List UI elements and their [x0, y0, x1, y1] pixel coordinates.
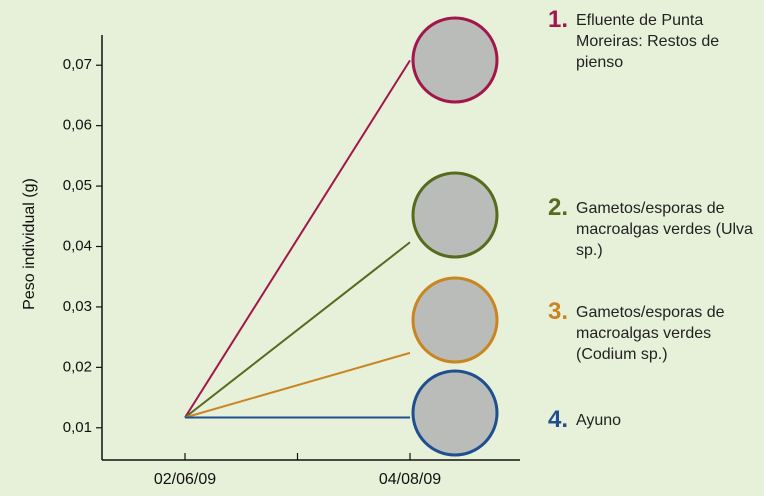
- series-line: [185, 60, 410, 417]
- legend-number: 3.: [534, 300, 568, 324]
- y-tick-label: 0,02: [63, 358, 92, 375]
- x-tick-label: 04/08/09: [379, 471, 441, 488]
- y-tick-label: 0,07: [63, 56, 92, 73]
- y-tick-label: 0,03: [63, 298, 92, 315]
- y-tick-label: 0,05: [63, 177, 92, 194]
- legend-label: Ayuno: [576, 408, 756, 431]
- y-tick-label: 0,01: [63, 419, 92, 436]
- legend-item: 4. Ayuno: [534, 408, 759, 432]
- legend-item: 1. Efluente de Punta Moreiras: Restos de …: [534, 8, 759, 73]
- legend-number: 1.: [534, 8, 568, 32]
- sample-photo: [413, 173, 497, 257]
- legend-item: 3. Gametos/esporas de macroalgas verdes (…: [534, 300, 759, 365]
- legend-label: Efluente de Punta Moreiras: Restos de pi…: [576, 8, 756, 73]
- legend-label: Gametos/esporas de macroalgas verdes (Ul…: [576, 196, 756, 261]
- x-tick-label: 02/06/09: [154, 471, 216, 488]
- page: Peso individual (g) 0,01 0,02 0,03 0,04 0,05…: [0, 0, 764, 496]
- legend-number: 4.: [534, 408, 568, 432]
- sample-photo: [413, 278, 497, 362]
- legend-label: Gametos/esporas de macroalgas verdes (Co…: [576, 300, 756, 365]
- y-tick-label: 0,04: [63, 237, 92, 254]
- sample-photo: [413, 371, 497, 455]
- y-tick-label: 0,06: [63, 117, 92, 134]
- legend-item: 2. Gametos/esporas de macroalgas verdes (…: [534, 196, 759, 261]
- series-line: [185, 242, 410, 417]
- sample-photo: [413, 18, 497, 102]
- y-axis-label: Peso individual (g): [21, 178, 38, 310]
- legend-number: 2.: [534, 196, 568, 220]
